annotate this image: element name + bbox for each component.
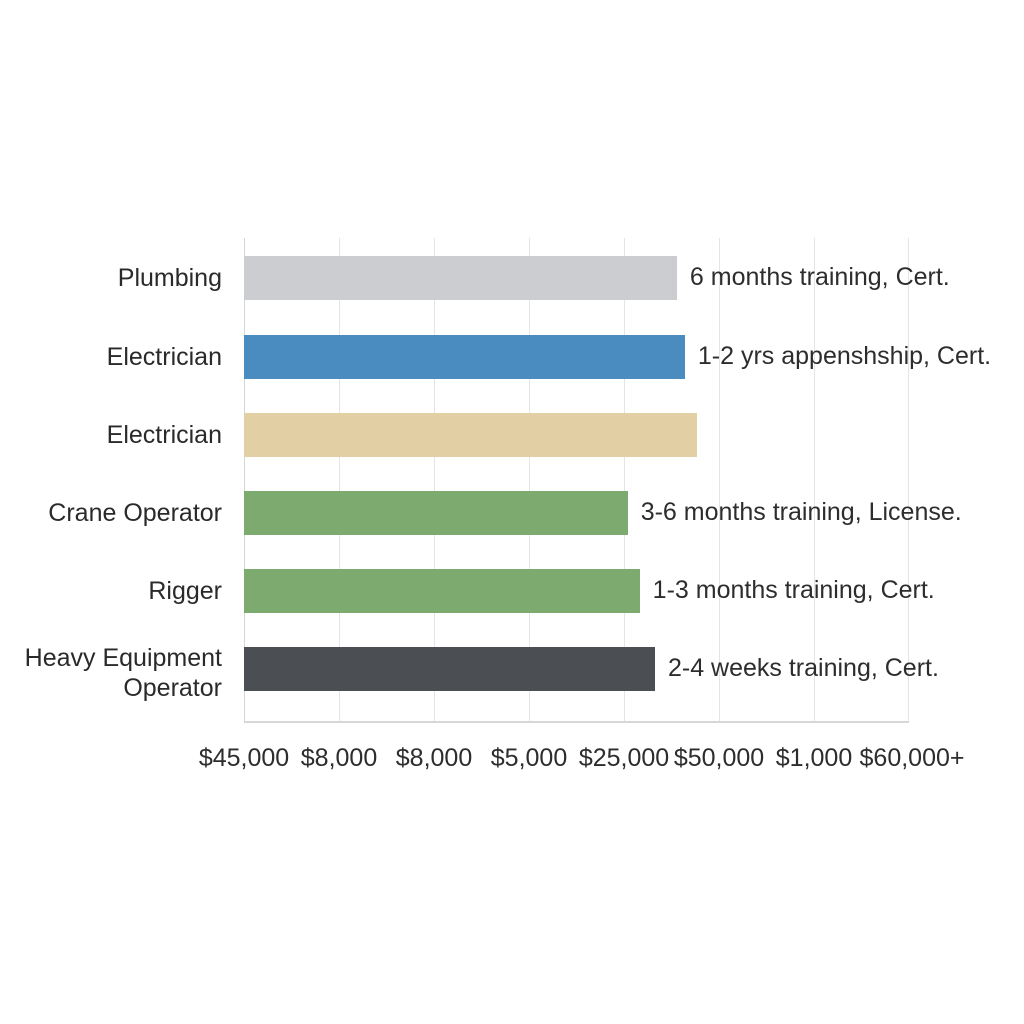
bar-electrician-2 — [244, 413, 697, 457]
bar-row: 2-4 weeks training, Cert. — [244, 647, 1024, 691]
bar-plumbing — [244, 256, 677, 300]
bar-row — [244, 413, 1024, 457]
category-label-plumbing: Plumbing — [117, 263, 222, 292]
x-tick-label: $50,000 — [673, 744, 765, 772]
gridline — [814, 238, 815, 723]
gridline — [624, 238, 625, 723]
bar-annotation: 1-2 yrs appenshship, Cert. — [697, 342, 992, 371]
bar-crane-operator — [244, 491, 628, 535]
bar-rigger — [244, 569, 640, 613]
bar-row: 3-6 months training, License. — [244, 491, 1024, 535]
bar-electrician-1 — [244, 335, 685, 379]
plot-area — [244, 238, 909, 723]
bar-heavy-equipment-operator — [244, 647, 655, 691]
category-label-electrician-2: Electrician — [106, 420, 222, 449]
x-tick-label: $60,000+ — [859, 744, 965, 772]
x-axis-line — [244, 721, 909, 723]
gridline — [529, 238, 530, 723]
bar-annotation: 1-3 months training, Cert. — [652, 576, 935, 605]
category-label-rigger: Rigger — [148, 576, 222, 605]
gridline — [339, 238, 340, 723]
y-axis-line — [244, 238, 245, 723]
x-tick-label: $5,000 — [490, 744, 568, 772]
bar-row: 6 months training, Cert. — [244, 256, 1024, 300]
x-tick-label: $25,000 — [578, 744, 670, 772]
category-label-crane-operator: Crane Operator — [48, 498, 222, 527]
bar-row: 1-3 months training, Cert. — [244, 569, 1024, 613]
bar-annotation: 2-4 weeks training, Cert. — [667, 654, 939, 683]
category-label-electrician-1: Electrician — [106, 342, 222, 371]
gridline — [719, 238, 720, 723]
category-label-heavy-equipment-operator: Heavy Equipment Operator — [24, 643, 222, 703]
bar-row: 1-2 yrs appenshship, Cert. — [244, 335, 1024, 379]
bar-annotation: 3-6 months training, License. — [640, 498, 962, 527]
bar-annotation: 6 months training, Cert. — [689, 263, 950, 292]
gridline — [908, 238, 909, 723]
x-tick-label: $8,000 — [300, 744, 378, 772]
gridline — [434, 238, 435, 723]
x-tick-label: $45,000 — [198, 744, 290, 772]
x-tick-label: $1,000 — [775, 744, 853, 772]
x-tick-label: $8,000 — [395, 744, 473, 772]
